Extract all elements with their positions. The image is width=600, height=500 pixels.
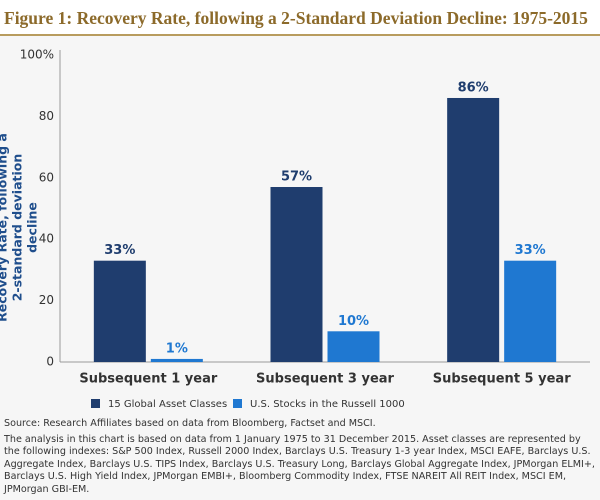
value-label: 86% [458, 80, 489, 95]
bar [327, 331, 380, 362]
x-tick-label: Subsequent 5 year [433, 372, 571, 387]
x-tick-label: Subsequent 3 year [256, 372, 394, 387]
y-tick-label: 20 [39, 293, 54, 307]
y-tick-label: 60 [39, 170, 54, 184]
y-tick-label: 0 [46, 355, 54, 369]
source: Source: Research Affiliates based on dat… [4, 418, 376, 429]
notes: Source: Research Affiliates based on dat… [4, 418, 596, 500]
bar [150, 358, 203, 362]
bar [270, 187, 323, 362]
bar [447, 97, 500, 363]
chart-title: Figure 1: Recovery Rate, following a 2-S… [0, 0, 600, 36]
y-tick-label: 40 [39, 232, 54, 246]
legend-label: 15 Global Asset Classes [108, 399, 227, 410]
x-tick-label: Subsequent 1 year [79, 372, 217, 387]
y-tick-label: 80 [39, 109, 54, 123]
value-label: 1% [166, 341, 188, 356]
value-label: 57% [281, 170, 312, 185]
legend-swatch [91, 399, 100, 408]
chart: 0 20 40 60 80 100% Subsequent 1 year 33% 1% Subse… [20, 48, 590, 410]
legend-label: U.S. Stocks in the Russell 1000 [250, 399, 405, 410]
value-label: 33% [515, 243, 546, 258]
legend-swatch [233, 399, 242, 408]
bar [93, 260, 146, 362]
y-axis-label: Recovery Rate, following a 2-standard de… [0, 133, 40, 322]
bar [504, 260, 557, 362]
value-label: 33% [104, 243, 135, 258]
value-label: 10% [338, 314, 369, 329]
note: The analysis in this chart is based on d… [4, 433, 595, 495]
y-tick-label: 100% [20, 48, 54, 62]
